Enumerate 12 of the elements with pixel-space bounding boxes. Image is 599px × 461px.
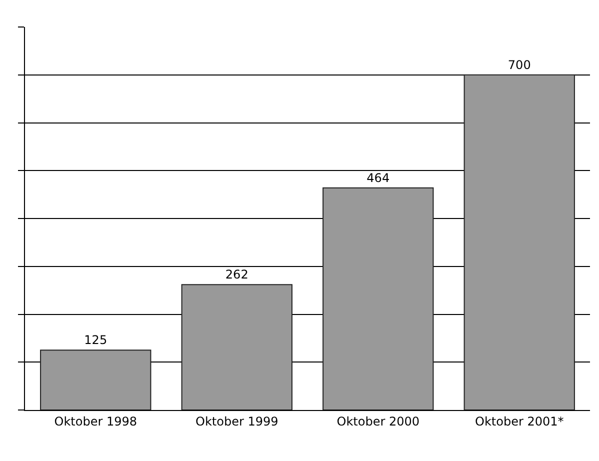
data-label: 125 (84, 333, 108, 348)
bar (40, 350, 152, 410)
x-tick-label: Oktober 1999 (196, 414, 278, 428)
bar (322, 187, 434, 410)
x-tick-label: Oktober 2001* (475, 414, 564, 428)
x-tick-label: Oktober 1998 (54, 414, 137, 428)
data-label: 262 (225, 268, 248, 282)
bar (464, 74, 575, 410)
bar (181, 284, 292, 410)
data-label: 700 (508, 58, 531, 72)
x-tick-label: Oktober 2000 (336, 414, 420, 428)
data-label: 464 (366, 170, 390, 185)
